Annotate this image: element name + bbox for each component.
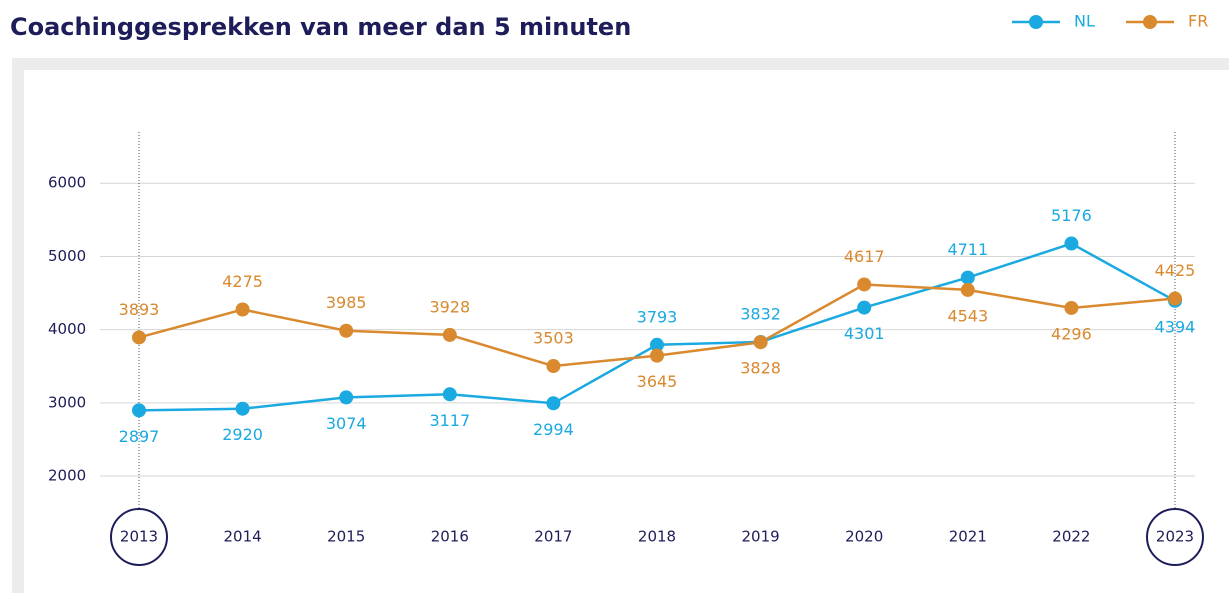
data-label: 4543 (947, 306, 988, 325)
data-point (753, 335, 768, 350)
x-tick-label: 2023 (1156, 528, 1194, 546)
data-label: 5176 (1051, 206, 1092, 225)
data-point (442, 327, 457, 342)
data-point (132, 330, 146, 345)
legend-label: FR (1188, 12, 1208, 31)
x-tick-label: 2013 (120, 528, 158, 546)
data-point (546, 359, 561, 374)
y-tick-label: 4000 (48, 320, 86, 338)
y-tick-label: 5000 (48, 247, 86, 265)
y-tick-label: 3000 (48, 393, 86, 411)
data-point (339, 390, 354, 405)
x-tick-label: 2021 (949, 528, 987, 546)
data-point (1064, 236, 1079, 251)
data-label: 3832 (740, 304, 781, 323)
panel (24, 70, 1229, 593)
data-label: 3928 (429, 297, 470, 316)
data-label: 4301 (844, 324, 885, 343)
data-point (857, 300, 872, 315)
legend-dot (1143, 15, 1157, 29)
x-tick-label: 2022 (1052, 528, 1090, 546)
data-point (960, 270, 975, 285)
legend-label: NL (1074, 12, 1095, 31)
data-point (339, 323, 354, 338)
data-point (235, 302, 250, 317)
data-label: 3985 (326, 293, 367, 312)
x-tick-label: 2015 (327, 528, 365, 546)
x-tick-label: 2019 (742, 528, 780, 546)
data-point (650, 337, 664, 352)
data-label: 2920 (222, 425, 263, 444)
x-tick-label: 2020 (845, 528, 883, 546)
data-point (546, 396, 561, 411)
data-label: 3503 (533, 329, 574, 348)
x-tick-label: 2017 (534, 528, 572, 546)
data-point (960, 282, 975, 297)
x-tick-label: 2016 (431, 528, 469, 546)
data-label: 3117 (429, 411, 470, 430)
data-point (650, 348, 664, 363)
data-label: 4617 (844, 247, 885, 266)
data-label: 3828 (740, 359, 781, 378)
data-label: 3074 (326, 414, 367, 433)
data-label: 4425 (1155, 261, 1196, 280)
chart-title: Coachinggesprekken van meer dan 5 minute… (10, 13, 631, 41)
x-tick-label: 2014 (224, 528, 262, 546)
highlight-circle (1146, 508, 1204, 566)
data-label: 3793 (637, 307, 678, 326)
data-label: 4711 (947, 240, 988, 259)
data-point (235, 401, 250, 416)
legend-dot (1029, 15, 1043, 29)
data-point (857, 277, 872, 292)
data-point (1064, 300, 1079, 315)
data-label: 2897 (119, 427, 160, 446)
y-tick-label: 6000 (48, 174, 86, 192)
y-tick-label: 2000 (48, 467, 86, 485)
x-tick-label: 2018 (638, 528, 676, 546)
highlight-circle (110, 508, 168, 566)
data-label: 2994 (533, 420, 574, 439)
data-label: 4394 (1155, 317, 1196, 336)
data-point (1168, 291, 1182, 306)
data-label: 4275 (222, 272, 263, 291)
data-point (442, 387, 457, 402)
data-label: 3893 (119, 300, 160, 319)
data-label: 4296 (1051, 324, 1092, 343)
data-point (132, 403, 146, 418)
data-label: 3645 (637, 372, 678, 391)
